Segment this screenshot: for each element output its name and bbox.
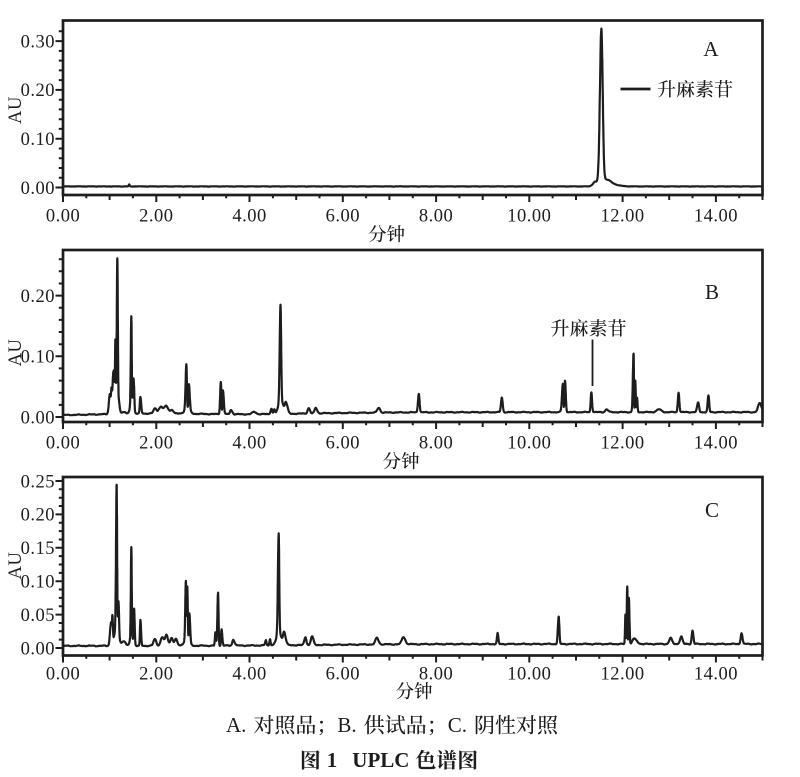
svg-text:0.20: 0.20 bbox=[21, 506, 55, 526]
svg-text:C.: C. bbox=[448, 713, 467, 737]
svg-text:4.00: 4.00 bbox=[232, 206, 266, 226]
svg-text:1: 1 bbox=[327, 748, 338, 772]
svg-text:UPLC: UPLC bbox=[352, 748, 409, 772]
svg-text:0.20: 0.20 bbox=[21, 81, 55, 101]
svg-text:0.00: 0.00 bbox=[21, 408, 55, 428]
svg-text:AU: AU bbox=[6, 339, 26, 367]
svg-text:10.00: 10.00 bbox=[507, 664, 551, 684]
svg-text:2.00: 2.00 bbox=[139, 433, 173, 453]
svg-text:0.10: 0.10 bbox=[21, 130, 55, 150]
svg-text:6.00: 6.00 bbox=[326, 664, 360, 684]
svg-text:0.10: 0.10 bbox=[21, 348, 55, 368]
svg-text:C: C bbox=[705, 498, 719, 522]
svg-text:2.00: 2.00 bbox=[139, 206, 173, 226]
svg-text:0.10: 0.10 bbox=[21, 573, 55, 593]
svg-text:10.00: 10.00 bbox=[507, 433, 551, 453]
svg-text:8.00: 8.00 bbox=[419, 664, 453, 684]
svg-text:0.00: 0.00 bbox=[21, 639, 55, 659]
svg-text:0.20: 0.20 bbox=[21, 287, 55, 307]
svg-text:0.00: 0.00 bbox=[46, 206, 80, 226]
svg-text:14.00: 14.00 bbox=[694, 433, 738, 453]
svg-text:B.: B. bbox=[337, 713, 356, 737]
svg-text:4.00: 4.00 bbox=[232, 664, 266, 684]
svg-text:AU: AU bbox=[6, 552, 26, 580]
svg-text:B: B bbox=[705, 280, 719, 304]
svg-text:6.00: 6.00 bbox=[326, 433, 360, 453]
svg-text:AU: AU bbox=[6, 96, 26, 124]
svg-text:0.00: 0.00 bbox=[46, 664, 80, 684]
svg-text:8.00: 8.00 bbox=[419, 433, 453, 453]
svg-text:0.05: 0.05 bbox=[21, 606, 55, 626]
svg-text:10.00: 10.00 bbox=[507, 206, 551, 226]
svg-text:14.00: 14.00 bbox=[694, 664, 738, 684]
svg-text:0.00: 0.00 bbox=[46, 433, 80, 453]
svg-text:0.15: 0.15 bbox=[21, 539, 55, 559]
svg-text:14.00: 14.00 bbox=[694, 206, 738, 226]
svg-text:8.00: 8.00 bbox=[419, 206, 453, 226]
svg-text:12.00: 12.00 bbox=[601, 206, 645, 226]
svg-text:0.25: 0.25 bbox=[21, 472, 55, 492]
svg-text:A.: A. bbox=[226, 713, 246, 737]
svg-text:4.00: 4.00 bbox=[232, 433, 266, 453]
svg-text:0.00: 0.00 bbox=[21, 179, 55, 199]
svg-text:12.00: 12.00 bbox=[601, 433, 645, 453]
svg-text:2.00: 2.00 bbox=[139, 664, 173, 684]
svg-text:0.30: 0.30 bbox=[21, 32, 55, 52]
svg-text:6.00: 6.00 bbox=[326, 206, 360, 226]
svg-text:12.00: 12.00 bbox=[601, 664, 645, 684]
svg-text:A: A bbox=[703, 37, 719, 61]
